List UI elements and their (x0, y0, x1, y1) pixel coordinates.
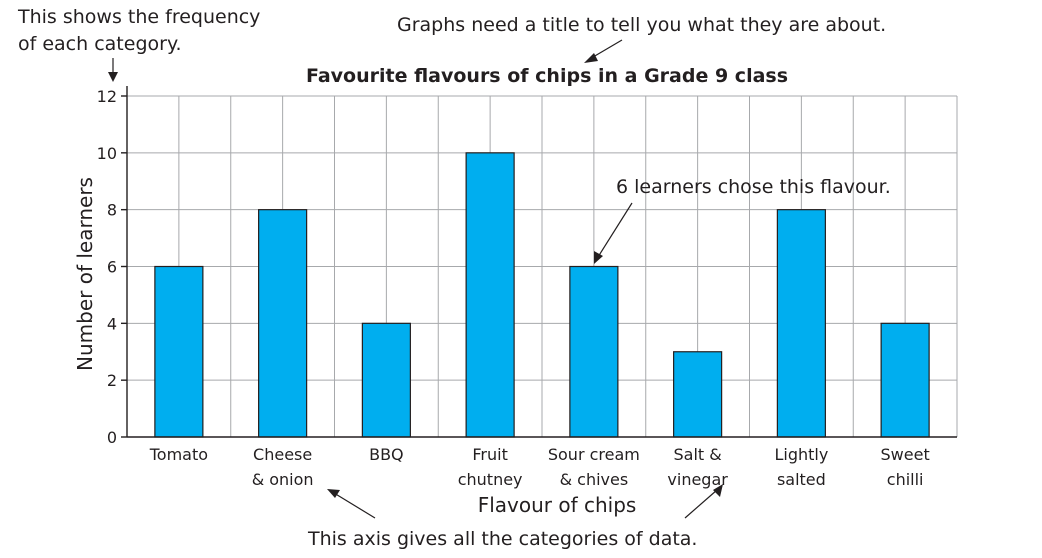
y-tick-label: 0 (107, 428, 117, 447)
y-tick-label: 4 (107, 314, 117, 333)
y-tick-label: 2 (107, 371, 117, 390)
value-arrow-head (594, 251, 603, 264)
y-axis-title: Number of learners (73, 177, 97, 371)
y-tick-label: 10 (97, 144, 117, 163)
category-arrow-right-head (713, 484, 723, 497)
bar (880, 322, 930, 438)
title-arrow-head (584, 53, 598, 63)
grid (127, 95, 958, 437)
category-arrow-right (684, 489, 718, 519)
bar (673, 351, 723, 438)
category-label: & chives (560, 470, 629, 489)
annotation-arrows (108, 39, 723, 519)
bar (569, 265, 619, 438)
title-annotation: Graphs need a title to tell you what the… (397, 14, 886, 36)
category-label: & onion (252, 470, 314, 489)
chart-title: Favourite flavours of chips in a Grade 9… (306, 65, 788, 87)
category-arrow-left (333, 492, 376, 519)
bar (776, 209, 826, 438)
category-annotation: This axis gives all the categories of da… (307, 528, 697, 550)
category-label: salted (777, 470, 826, 489)
category-label: Sweet (881, 445, 930, 464)
bar (361, 322, 411, 438)
y-tick-label: 8 (107, 201, 117, 220)
axes (121, 86, 957, 438)
category-label: Sour cream (548, 445, 640, 464)
bar (258, 209, 308, 438)
bar (154, 265, 204, 438)
category-label: chutney (458, 470, 523, 489)
category-label: Tomato (149, 445, 208, 464)
category-label: Lightly (774, 445, 828, 464)
category-label: Cheese (253, 445, 312, 464)
bars (154, 152, 930, 438)
frequency-annotation-line-2: of each category. (18, 33, 182, 55)
category-label: vinegar (667, 470, 728, 489)
value-annotation: 6 learners chose this flavour. (616, 176, 891, 198)
category-label: BBQ (369, 445, 404, 464)
x-axis-title: Flavour of chips (478, 493, 637, 517)
category-arrow-left-head (327, 489, 340, 498)
category-label: Salt & (674, 445, 722, 464)
frequency-arrow-head (108, 72, 118, 82)
bar (465, 152, 515, 438)
y-tick-label: 6 (107, 258, 117, 277)
y-tick-labels: 0 2 4 6 8 10 12 (97, 87, 117, 447)
frequency-annotation-line-1: This shows the frequency (17, 6, 260, 28)
category-label: Fruit (472, 445, 507, 464)
category-labels: Tomato Cheese & onion BBQ Fruit chutney Sour c… (149, 445, 930, 489)
y-tick-label: 12 (97, 87, 117, 106)
value-arrow (597, 202, 633, 258)
category-label: chilli (887, 470, 924, 489)
